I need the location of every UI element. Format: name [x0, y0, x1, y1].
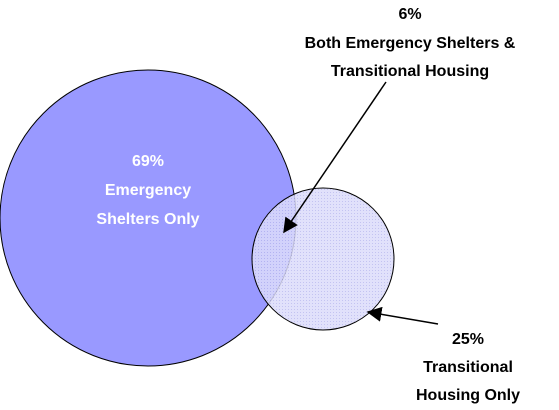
region-label: Both Emergency Shelters &	[305, 35, 516, 52]
region-percent: 69%	[132, 153, 164, 170]
overlap-arrow	[283, 81, 387, 234]
region-label: Transitional	[423, 359, 513, 376]
region-label: Housing Only	[416, 387, 520, 404]
region-label: Emergency	[105, 182, 191, 199]
region-label: Transitional Housing	[331, 63, 489, 80]
region-percent: 25%	[452, 331, 484, 348]
region-label: Shelters Only	[96, 211, 199, 228]
region-percent: 6%	[398, 6, 421, 23]
transitional-arrow	[366, 306, 439, 325]
transitional-housing-circle	[251, 187, 395, 331]
